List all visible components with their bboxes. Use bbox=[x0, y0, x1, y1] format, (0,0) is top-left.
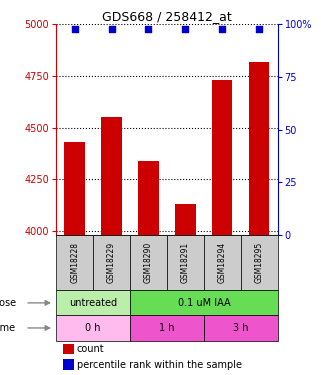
Text: GSM18229: GSM18229 bbox=[107, 242, 116, 283]
Point bbox=[109, 26, 114, 32]
Point bbox=[220, 26, 225, 32]
Text: GSM18290: GSM18290 bbox=[144, 242, 153, 284]
Bar bbox=[212, 80, 232, 235]
Text: GSM18291: GSM18291 bbox=[181, 242, 190, 283]
Text: 0.1 uM IAA: 0.1 uM IAA bbox=[178, 298, 230, 308]
Bar bbox=[101, 117, 122, 235]
Bar bbox=[130, 290, 278, 315]
Bar bbox=[93, 235, 130, 290]
Bar bbox=[204, 315, 278, 340]
Title: GDS668 / 258412_at: GDS668 / 258412_at bbox=[102, 10, 232, 23]
Text: percentile rank within the sample: percentile rank within the sample bbox=[77, 360, 242, 370]
Text: 1 h: 1 h bbox=[159, 323, 175, 333]
Point bbox=[183, 26, 188, 32]
Text: 0 h: 0 h bbox=[85, 323, 101, 333]
Text: count: count bbox=[77, 344, 104, 354]
Text: GSM18228: GSM18228 bbox=[70, 242, 79, 283]
Bar bbox=[63, 344, 74, 354]
Text: dose: dose bbox=[0, 298, 16, 308]
Bar bbox=[241, 235, 278, 290]
Bar bbox=[249, 62, 269, 235]
Text: untreated: untreated bbox=[69, 298, 117, 308]
Text: GSM18295: GSM18295 bbox=[255, 242, 264, 284]
Bar bbox=[65, 142, 85, 235]
Bar bbox=[56, 315, 130, 340]
Bar bbox=[138, 161, 159, 235]
Text: time: time bbox=[0, 323, 16, 333]
Bar bbox=[204, 235, 241, 290]
Bar bbox=[167, 235, 204, 290]
Bar bbox=[56, 290, 130, 315]
Bar bbox=[175, 204, 195, 235]
Bar bbox=[63, 359, 74, 370]
Text: 3 h: 3 h bbox=[233, 323, 248, 333]
Point bbox=[146, 26, 151, 32]
Text: GSM18294: GSM18294 bbox=[218, 242, 227, 284]
Bar bbox=[130, 315, 204, 340]
Point bbox=[256, 26, 262, 32]
Point bbox=[72, 26, 77, 32]
Bar bbox=[56, 235, 93, 290]
Bar bbox=[130, 235, 167, 290]
